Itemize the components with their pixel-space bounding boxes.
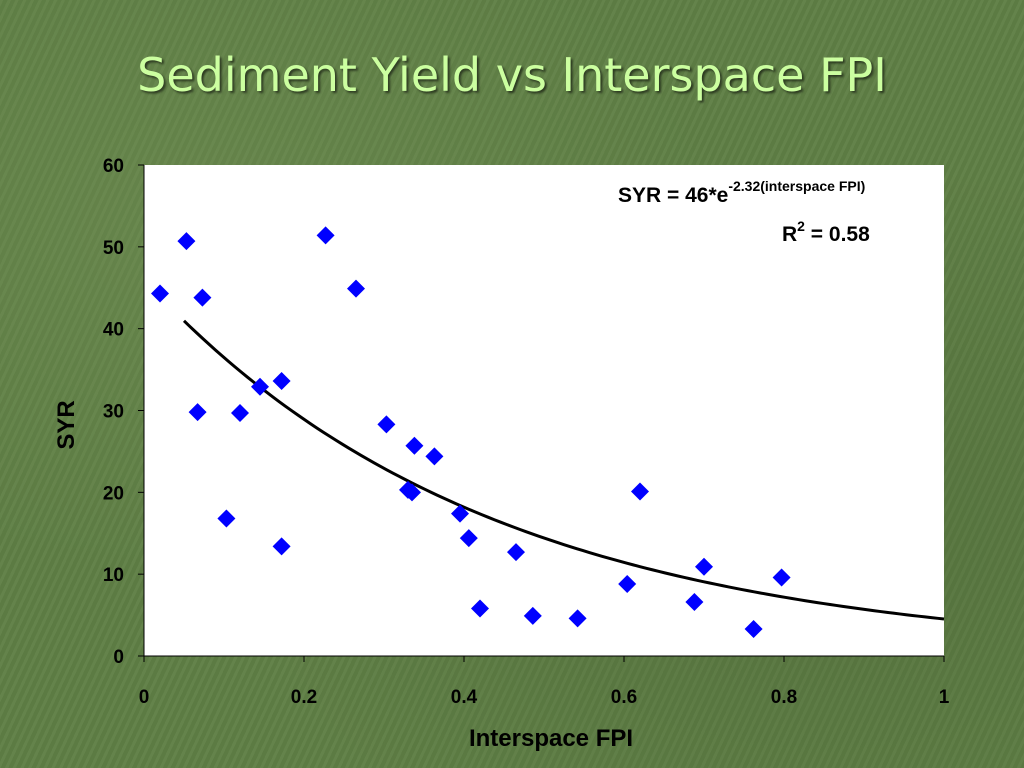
data-point (523, 606, 542, 625)
data-point (151, 284, 169, 303)
plot-area (144, 165, 944, 656)
x-tick-label: 0 (139, 687, 150, 708)
data-point (347, 279, 365, 298)
y-tick-label: 0 (113, 647, 124, 668)
x-axis-title: Interspace FPI (469, 725, 633, 752)
equation-exponent: -2.32(interspace FPI) (728, 178, 865, 194)
data-point (631, 482, 649, 501)
data-point (772, 568, 791, 587)
data-points (151, 226, 791, 638)
data-point (744, 619, 763, 638)
y-tick-label: 50 (103, 238, 124, 259)
data-point (377, 415, 396, 434)
r2-value: = 0.58 (805, 223, 870, 246)
data-point (685, 592, 704, 611)
data-point (272, 537, 291, 556)
x-tick-label: 0.4 (451, 687, 478, 708)
x-tick-label: 1 (939, 687, 950, 708)
data-point (403, 483, 421, 502)
trendline-equation: SYR = 46*e-2.32(interspace FPI) (618, 178, 865, 207)
y-tick-label: 60 (103, 156, 124, 177)
data-point (695, 557, 713, 576)
data-point (177, 232, 196, 251)
x-tick-label: 0.8 (771, 687, 797, 708)
y-tick-label: 40 (103, 320, 124, 341)
r2-superscript: 2 (797, 218, 805, 234)
data-point (568, 609, 587, 628)
tick-marks (138, 164, 945, 662)
slide-title: Sediment Yield vs Interspace FPI (137, 48, 887, 102)
r-squared-label: R2 = 0.58 (782, 218, 870, 246)
equation-main: SYR = 46*e (618, 184, 728, 207)
y-axis-title: SYR (53, 400, 80, 449)
data-point (618, 574, 637, 593)
data-point (459, 529, 478, 548)
y-tick-label: 30 (103, 402, 124, 423)
data-point (251, 377, 269, 396)
data-point (405, 436, 424, 455)
y-tick-label: 10 (103, 565, 124, 586)
data-point (193, 288, 212, 307)
exponential-trendline (182, 319, 945, 621)
data-point (272, 372, 291, 391)
data-point (451, 504, 469, 523)
x-tick-label: 0.2 (291, 687, 317, 708)
data-point (316, 226, 335, 245)
r2-prefix: R (782, 223, 797, 246)
x-tick-label: 0.6 (611, 687, 637, 708)
data-point (507, 543, 525, 562)
data-point (425, 447, 444, 466)
y-tick-label: 20 (103, 483, 124, 504)
data-point (188, 403, 207, 422)
data-point (231, 403, 249, 422)
data-point (471, 599, 489, 618)
trendline-layer (182, 319, 945, 621)
data-point (217, 509, 236, 528)
